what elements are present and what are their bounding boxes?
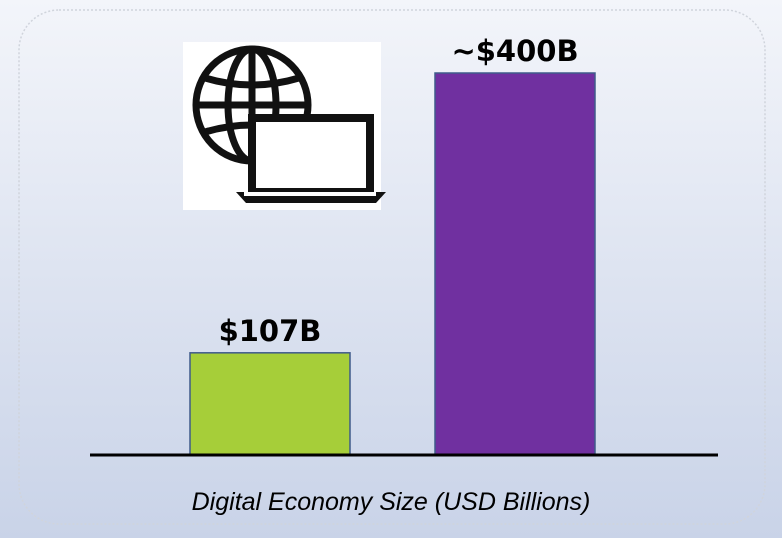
frame [18,9,766,525]
data-label: $107B [219,314,322,348]
data-label: ~$400B [451,34,578,68]
globe-laptop-icon [183,42,386,210]
bar [189,352,351,456]
bar [434,72,596,456]
x-axis-label: Digital Economy Size (USD Billions) [192,488,591,516]
